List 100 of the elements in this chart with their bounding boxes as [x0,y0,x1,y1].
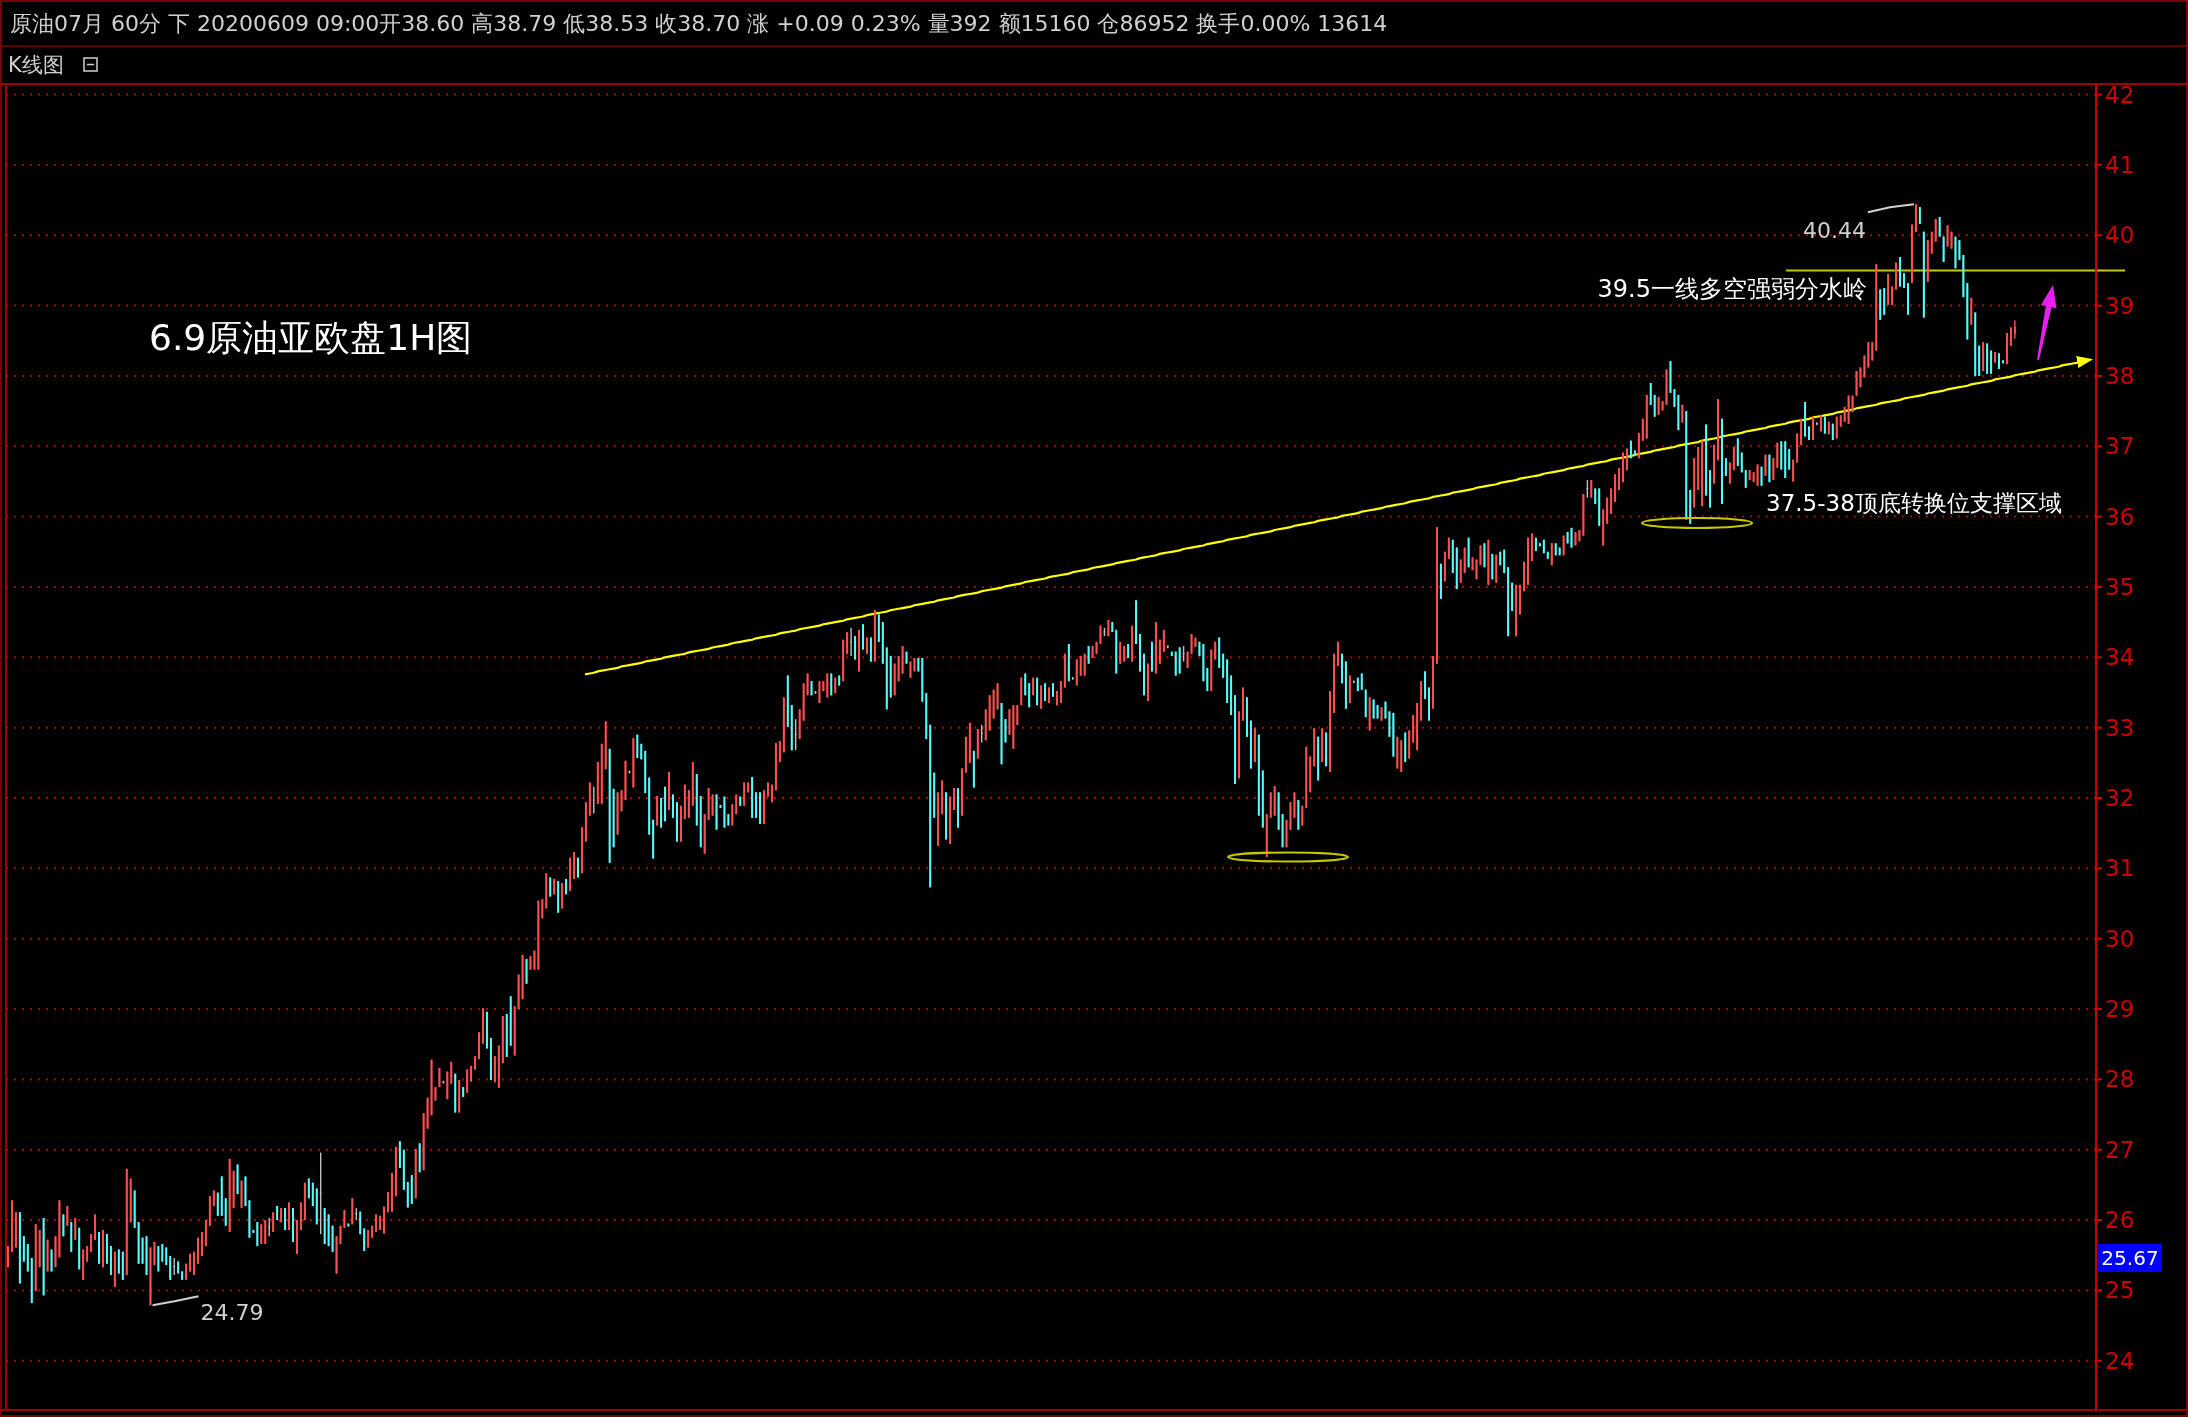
candlestick [861,623,864,651]
candlestick [901,645,904,675]
candlestick [1966,282,1969,341]
candlestick [668,771,671,811]
candlestick [1768,454,1771,483]
candlestick [98,1231,101,1265]
candlestick [145,1235,148,1276]
candlestick [858,629,861,673]
candlestick [1206,667,1209,692]
candlestick [383,1206,386,1235]
candlestick [196,1236,199,1265]
candlestick [62,1213,65,1237]
candlestick [1040,684,1043,710]
candlestick [228,1158,231,1233]
candlestick [268,1217,271,1237]
candlestick [331,1225,334,1253]
candlestick [1182,645,1185,663]
chart-subtitle: 原油07月 60分 下 20200609 09:00开38.60 高38.79 低38.53 收38.70 涨 +0.09 0.23% 量392 额15160 仓86952 换手0.00% 13614 [10,11,1388,36]
candlestick [1273,785,1276,817]
candlestick [1091,645,1094,659]
candlestick [1713,444,1716,485]
candlestick [1570,527,1573,549]
candlestick [1372,698,1375,720]
candlestick [1487,539,1490,586]
y-tick-label: 36 [2105,503,2135,530]
candlestick [1107,619,1110,637]
candlestick [1048,686,1051,704]
candlestick [157,1245,160,1273]
candlestick [252,1229,255,1234]
candlestick [826,672,829,699]
candlestick [711,793,714,817]
candlestick [1333,653,1336,714]
candlestick [893,662,896,696]
candlestick [1202,643,1205,682]
candlestick [628,769,631,775]
candlestick [200,1231,203,1257]
candlestick [1467,537,1470,568]
candlestick [1562,534,1565,557]
candlestick [576,857,579,879]
y-tick-label: 25 [2105,1277,2135,1304]
candlestick [1463,546,1466,574]
candlestick [446,1070,449,1100]
candlestick [1376,704,1379,720]
candlestick [1578,529,1581,542]
candlestick [1277,791,1280,831]
candlestick [422,1112,425,1171]
candlestick [1906,282,1909,316]
candlestick [897,655,900,682]
candlestick [822,680,825,692]
candlestick [996,682,999,711]
candlestick [913,657,916,673]
ref-line-label: 39.5一线多空强弱分水岭 [1597,275,1867,304]
candlestick [1934,218,1937,243]
candlestick [288,1201,291,1231]
text: 6.9原油亚欧盘1H图 [149,317,473,358]
candlestick [763,789,766,825]
candlestick [1748,469,1751,481]
candlestick [426,1096,429,1130]
candlestick [1574,531,1577,547]
candlestick [1190,633,1193,655]
text: K线图 [8,53,64,77]
candlestick [1012,704,1015,750]
candlestick [42,1217,45,1297]
candlestick [1752,471,1755,483]
candlestick [1756,463,1759,487]
candlestick [319,1151,322,1235]
candlestick [632,737,635,789]
candlestick [323,1207,326,1245]
candlestick [236,1163,239,1195]
candlestick [798,708,801,740]
candlestick [671,793,674,819]
candlestick [818,680,821,704]
candlestick [343,1209,346,1229]
candlestick [1811,416,1814,441]
candlestick [1843,406,1846,423]
candlestick [703,813,706,855]
candlestick [256,1221,259,1247]
candlestick [244,1175,247,1207]
candlestick [1808,425,1811,441]
candlestick [1111,621,1114,633]
candlestick [814,690,817,695]
candlestick [1867,341,1870,369]
candlestick [46,1239,49,1273]
y-tick-label: 31 [2105,855,2135,882]
candlestick [260,1223,263,1245]
candlestick [917,657,920,673]
candlestick [1863,354,1866,379]
candlestick [1198,641,1201,657]
candlestick [2009,326,2012,347]
candlestick [1471,556,1474,571]
y-tick-label: 32 [2105,785,2135,811]
candlestick [1143,653,1146,696]
candlestick [794,718,797,751]
candlestick [521,954,524,1000]
candlestick [921,657,924,703]
candlestick [284,1207,287,1231]
candlestick [1388,710,1391,738]
candlestick [386,1191,389,1214]
candlestick [1950,231,1953,250]
candlestick [1657,396,1660,416]
